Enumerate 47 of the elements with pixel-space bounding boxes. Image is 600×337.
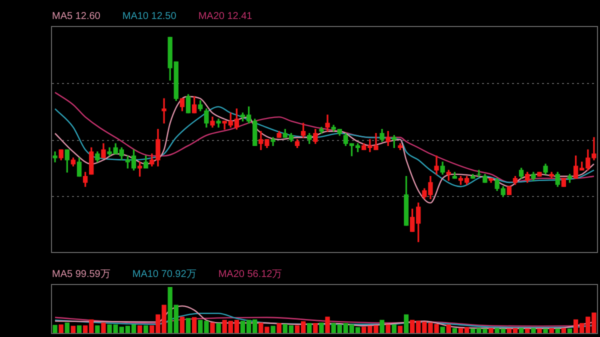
bar: [537, 328, 542, 333]
bar: [64, 322, 70, 333]
candlestick: [434, 156, 439, 175]
bar: [525, 328, 530, 333]
bar: [488, 328, 494, 333]
text: MA20 56.12万: [218, 269, 282, 281]
text: MA20 12.41: [198, 11, 252, 23]
candlestick: [162, 98, 166, 124]
bar: [446, 324, 451, 333]
bar: [180, 316, 185, 333]
text: MA5 99.59万: [52, 269, 110, 281]
bar: [404, 314, 409, 333]
bar: [210, 322, 215, 333]
bar: [95, 325, 100, 333]
bar: [313, 323, 318, 333]
bar: [76, 325, 82, 333]
bar: [216, 323, 221, 333]
bar: [561, 328, 566, 333]
bar: [518, 328, 524, 333]
bar: [58, 324, 64, 333]
bar: [531, 328, 536, 333]
bar: [186, 318, 191, 333]
text: MA10 70.92万: [132, 269, 196, 281]
bar: [70, 326, 76, 333]
bar: [549, 328, 554, 333]
bar: [392, 324, 396, 333]
text: MA5 12.60: [52, 11, 100, 23]
bar: [567, 328, 572, 333]
bar: [276, 323, 282, 333]
bar: [52, 324, 58, 333]
bar: [319, 322, 324, 333]
candlestick: [52, 151, 58, 162]
bar: [440, 326, 445, 333]
bar: [386, 324, 390, 333]
bar: [398, 326, 403, 333]
bar: [307, 323, 312, 333]
bar: [380, 320, 384, 333]
bar: [192, 317, 197, 333]
bar: [270, 326, 276, 333]
bar: [543, 328, 548, 333]
bar: [555, 328, 560, 333]
bar: [101, 322, 106, 333]
bar: [144, 325, 148, 333]
text: MA10 12.50: [122, 11, 176, 23]
bar: [452, 328, 458, 333]
bar: [325, 316, 330, 333]
bar: [137, 325, 142, 333]
